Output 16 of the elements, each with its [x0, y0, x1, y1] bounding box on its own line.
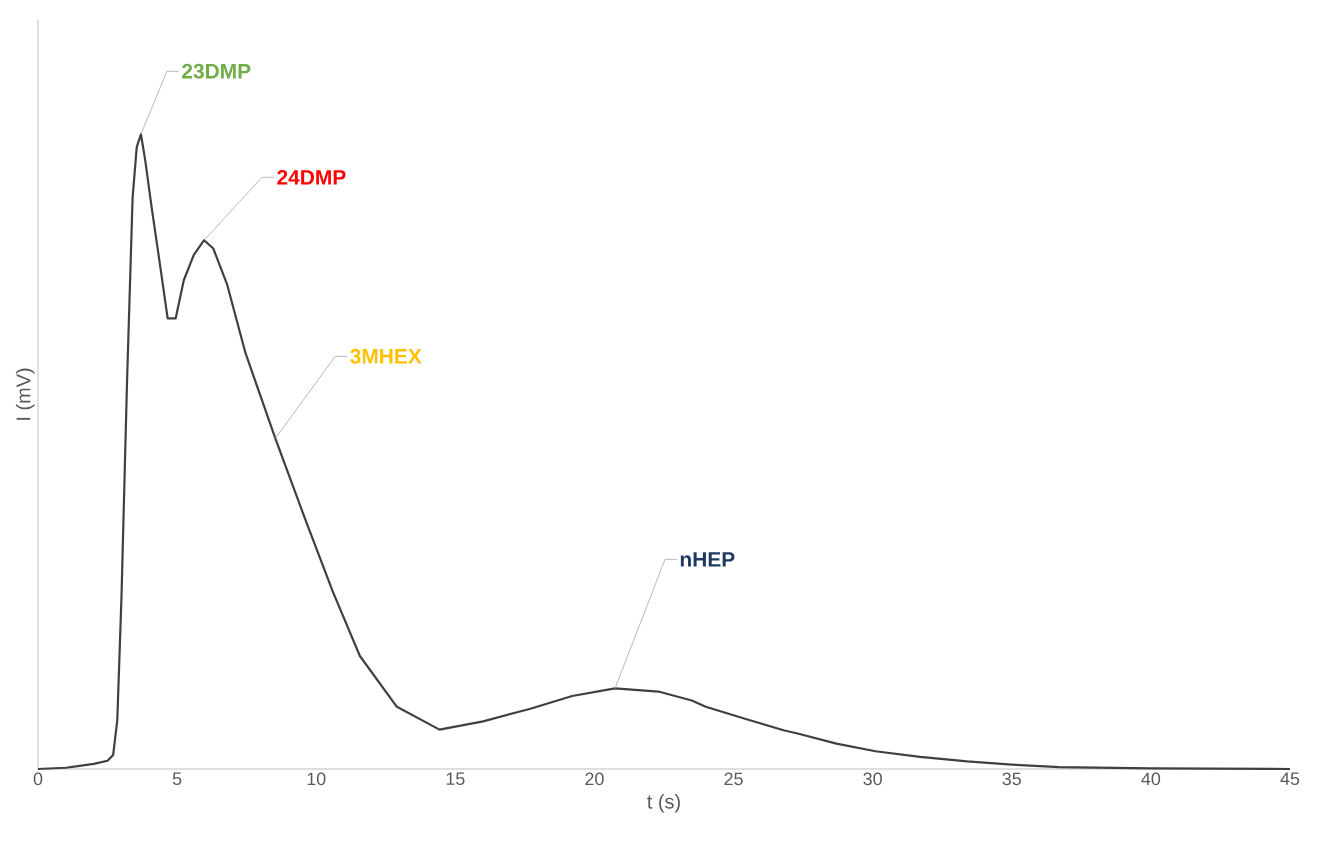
- annotation: 23DMP: [182, 63, 251, 79]
- x-tick-label: 40: [1141, 772, 1161, 786]
- x-tick-label: 20: [585, 772, 604, 786]
- x-tick-label: 5: [172, 772, 182, 786]
- x-tick-label: 45: [1280, 772, 1300, 786]
- annotation: 3MHEX: [350, 348, 422, 364]
- x-tick-label: 15: [446, 772, 465, 786]
- annotation: 24DMP: [277, 169, 346, 185]
- x-axis-title: t (s): [647, 794, 680, 813]
- x-tick-label: 0: [33, 772, 43, 786]
- x-tick-label: 30: [863, 772, 882, 786]
- x-tick-label: 35: [1002, 772, 1021, 786]
- x-tick-label: 10: [307, 772, 326, 786]
- y-axis-title: I (mV): [15, 368, 35, 420]
- annotation: nHEP: [680, 552, 735, 567]
- x-tick-label: 25: [724, 772, 743, 786]
